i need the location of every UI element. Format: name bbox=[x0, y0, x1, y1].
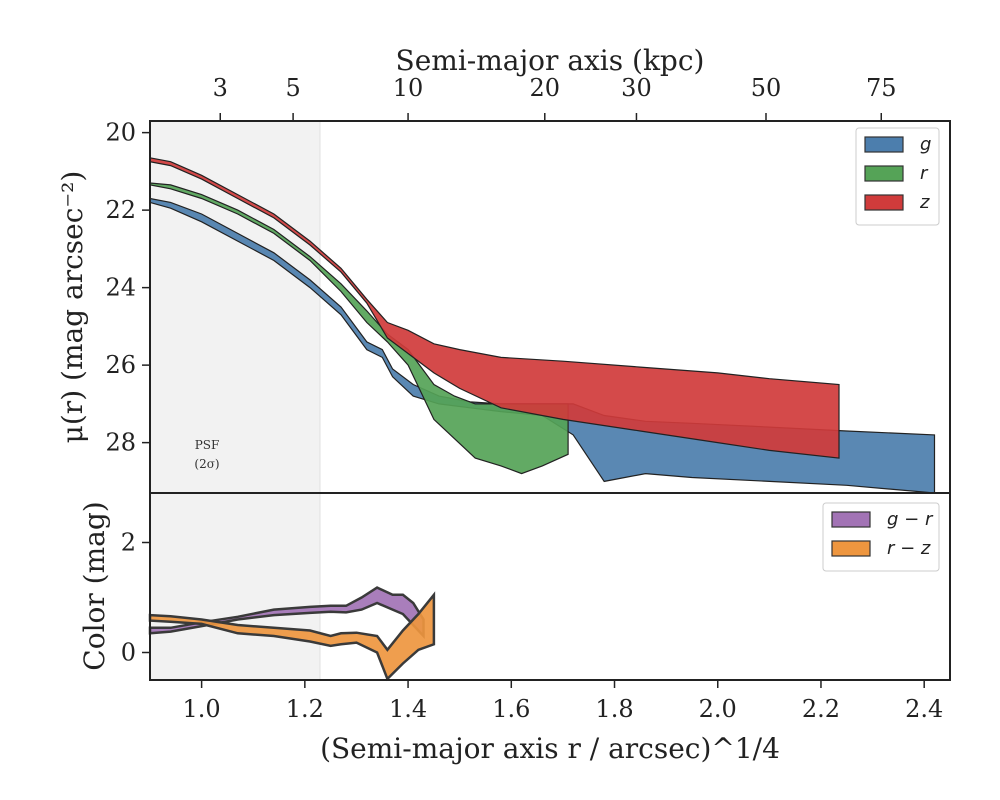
y-tick-label: 20 bbox=[105, 119, 136, 147]
series-band-1 bbox=[149, 182, 569, 475]
color-legend-swatch bbox=[831, 511, 871, 528]
sb-legend-label: g bbox=[920, 134, 931, 155]
bottom-panel-ylabel: Color (mag) bbox=[78, 501, 111, 670]
x-tick-label: 2.4 bbox=[905, 695, 943, 723]
color-y-tick-label: 0 bbox=[121, 639, 136, 667]
y-tick-label: 22 bbox=[105, 196, 136, 224]
sb-legend-label: z bbox=[919, 192, 930, 213]
y-tick-label: 24 bbox=[105, 274, 136, 302]
series-band-color-1 bbox=[148, 591, 436, 682]
x-tick-label: 1.6 bbox=[492, 695, 530, 723]
bottom-axis-title: (Semi-major axis r / arcsec)^1/4 bbox=[320, 732, 780, 765]
psf-region-top bbox=[150, 121, 320, 493]
x-tick-label: 2.2 bbox=[802, 695, 840, 723]
top-tick-label: 10 bbox=[393, 74, 424, 102]
sb-legend-label: r bbox=[920, 163, 929, 184]
x-tick-label: 1.2 bbox=[286, 695, 324, 723]
psf-label: PSF bbox=[195, 438, 220, 452]
bottom-panel-series bbox=[148, 586, 436, 682]
color-legend-label: r − z bbox=[887, 538, 931, 559]
x-tick-label: 2.0 bbox=[699, 695, 737, 723]
series-band-2 bbox=[149, 157, 840, 459]
bottom-panel-frame bbox=[149, 492, 951, 681]
y-tick-label: 26 bbox=[105, 351, 136, 379]
sb-legend-swatch bbox=[864, 136, 904, 153]
x-tick-label: 1.4 bbox=[389, 695, 427, 723]
top-tick-label: 3 bbox=[213, 74, 228, 102]
top-tick-label: 5 bbox=[285, 74, 300, 102]
top-tick-label: 30 bbox=[621, 74, 652, 102]
top-tick-label: 50 bbox=[751, 74, 782, 102]
sb-legend-swatch bbox=[864, 165, 904, 182]
x-tick-label: 1.8 bbox=[595, 695, 633, 723]
psf-label-sigma: (2σ) bbox=[194, 457, 219, 471]
x-tick-label: 1.0 bbox=[183, 695, 221, 723]
color-legend-swatch bbox=[831, 540, 871, 557]
top-tick-label: 20 bbox=[530, 74, 561, 102]
color-legend-label: g − r bbox=[887, 509, 934, 530]
color-y-tick-label: 2 bbox=[121, 529, 136, 557]
axis-ticks: 1.0 1.2 1.4 1.6 1.8 2.0 2.2 2.43 5 10 20 30 50 752022… bbox=[105, 74, 943, 723]
sb-legend-swatch bbox=[864, 194, 904, 211]
psf-region-bottom bbox=[150, 493, 320, 680]
top-tick-label: 75 bbox=[866, 74, 897, 102]
legends: grz g − r r − z bbox=[822, 127, 940, 572]
top-axis-title: Semi-major axis (kpc) bbox=[396, 44, 705, 77]
y-tick-label: 28 bbox=[105, 429, 136, 457]
top-panel-ylabel: μ(r) (mag arcsec⁻²) bbox=[56, 171, 89, 444]
